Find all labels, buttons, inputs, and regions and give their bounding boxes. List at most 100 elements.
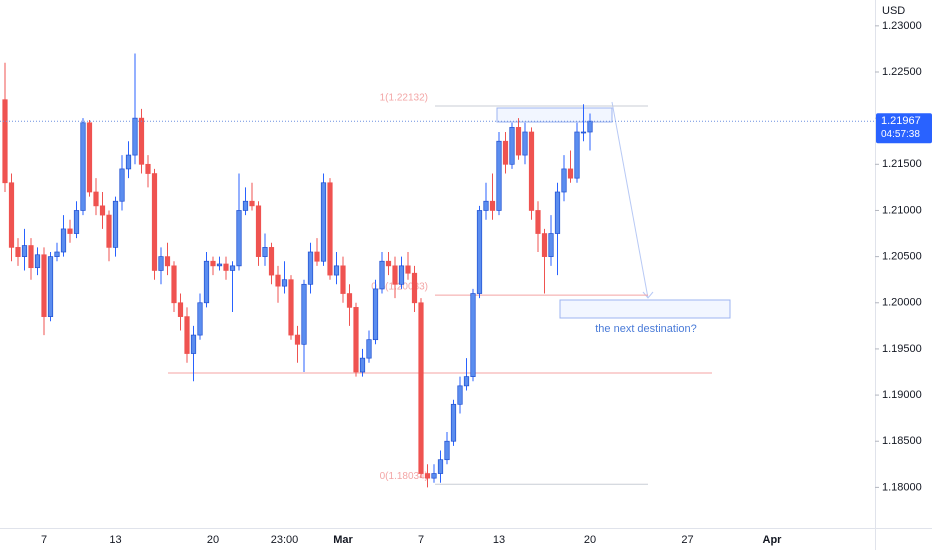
candle-body <box>54 251 60 257</box>
candle-body <box>567 168 574 179</box>
price-tag-label: 1.21967 <box>881 115 921 127</box>
candle-body <box>333 265 340 276</box>
candle-body <box>554 191 561 234</box>
candle-body <box>515 127 522 156</box>
candle-body <box>483 200 489 211</box>
candle-body <box>47 256 54 317</box>
candle-body <box>80 122 86 211</box>
candle-body <box>67 228 73 234</box>
candle-body <box>255 205 262 257</box>
candle-body <box>502 140 509 165</box>
candle-body <box>509 127 515 165</box>
candle-body <box>34 254 41 269</box>
candle-body <box>164 256 171 267</box>
candle-body <box>528 131 535 211</box>
candle-body <box>151 173 158 271</box>
candle-body <box>535 210 541 234</box>
candle-body <box>216 263 223 267</box>
candle-body <box>418 302 424 474</box>
candle-body <box>346 293 353 308</box>
candle-body <box>132 117 138 156</box>
candle-body <box>197 302 203 336</box>
candle-body <box>184 316 190 354</box>
destination-box <box>559 299 731 319</box>
target-box <box>496 107 613 123</box>
y-tick-label: 1.23000 <box>882 20 922 32</box>
candle-body <box>112 200 119 248</box>
y-tick-label: 1.18500 <box>882 435 922 447</box>
candle-body <box>476 210 483 294</box>
candle-body <box>359 357 366 373</box>
candle-body <box>431 473 437 479</box>
candle-body <box>561 168 567 193</box>
candle-body <box>548 233 554 257</box>
candle-body <box>463 376 470 387</box>
y-tick-label: 1.19000 <box>882 389 922 401</box>
candle-body <box>470 293 476 377</box>
y-tick-label: 1.21500 <box>882 158 922 170</box>
candle-body <box>93 191 99 207</box>
x-tick-label: 20 <box>584 534 596 546</box>
candle-body <box>353 307 359 373</box>
candle-body <box>307 251 314 285</box>
candle-body <box>99 205 106 216</box>
countdown: 04:57:38 <box>881 129 920 140</box>
candle-body <box>223 263 229 271</box>
candle-body <box>262 247 268 257</box>
candle-body <box>15 247 21 257</box>
candle-body <box>320 182 327 262</box>
candle-body <box>86 122 93 193</box>
y-tick-label: 1.18000 <box>882 481 922 493</box>
candle-body <box>177 302 184 317</box>
candle-body <box>411 272 418 304</box>
arrow-head <box>642 291 654 299</box>
candle-body <box>21 245 28 257</box>
candle-body <box>437 459 444 474</box>
candle-body <box>489 200 496 211</box>
candle-body <box>60 228 67 253</box>
fib-label: 0.5(1.20083) <box>371 282 428 293</box>
candle-body <box>314 251 320 262</box>
x-tick-label: 7 <box>41 534 47 546</box>
x-tick-label: 23:00 <box>271 534 299 546</box>
x-tick-label: Apr <box>763 534 783 546</box>
candle-body <box>522 131 528 156</box>
x-tick-label: 27 <box>681 534 693 546</box>
candle-body <box>340 265 346 294</box>
candle-body <box>301 283 307 345</box>
candle-body <box>171 265 177 304</box>
x-tick-label: 13 <box>493 534 505 546</box>
candle-body <box>249 200 255 207</box>
candle-body <box>138 117 145 165</box>
x-tick-label: Mar <box>333 534 353 546</box>
candle-body <box>496 140 502 211</box>
candle-body <box>119 168 125 202</box>
x-tick-label: 7 <box>418 534 424 546</box>
currency: USD <box>882 5 905 17</box>
candle-body <box>236 210 242 267</box>
candle-body <box>580 131 587 134</box>
candle-body <box>541 233 548 257</box>
candle-body <box>379 260 385 290</box>
x-tick-label: 20 <box>207 534 219 546</box>
x-tick-label: 13 <box>109 534 121 546</box>
y-tick-label: 1.22500 <box>882 66 922 78</box>
candle-body <box>574 131 580 179</box>
candle-body <box>424 473 431 479</box>
candle-body <box>229 265 236 271</box>
candle-body <box>392 265 398 285</box>
candle-body <box>73 210 80 234</box>
candle-body <box>366 339 372 359</box>
candle-body <box>203 260 210 304</box>
y-tick-label: 1.19500 <box>882 343 922 355</box>
candle-body <box>275 274 281 287</box>
candle-body <box>125 154 132 170</box>
projection-arrow <box>611 101 649 299</box>
candle-body <box>158 256 164 271</box>
candle-body <box>2 99 8 184</box>
candle-body <box>372 288 379 341</box>
candle-body <box>106 214 112 248</box>
candle-body <box>190 334 197 354</box>
